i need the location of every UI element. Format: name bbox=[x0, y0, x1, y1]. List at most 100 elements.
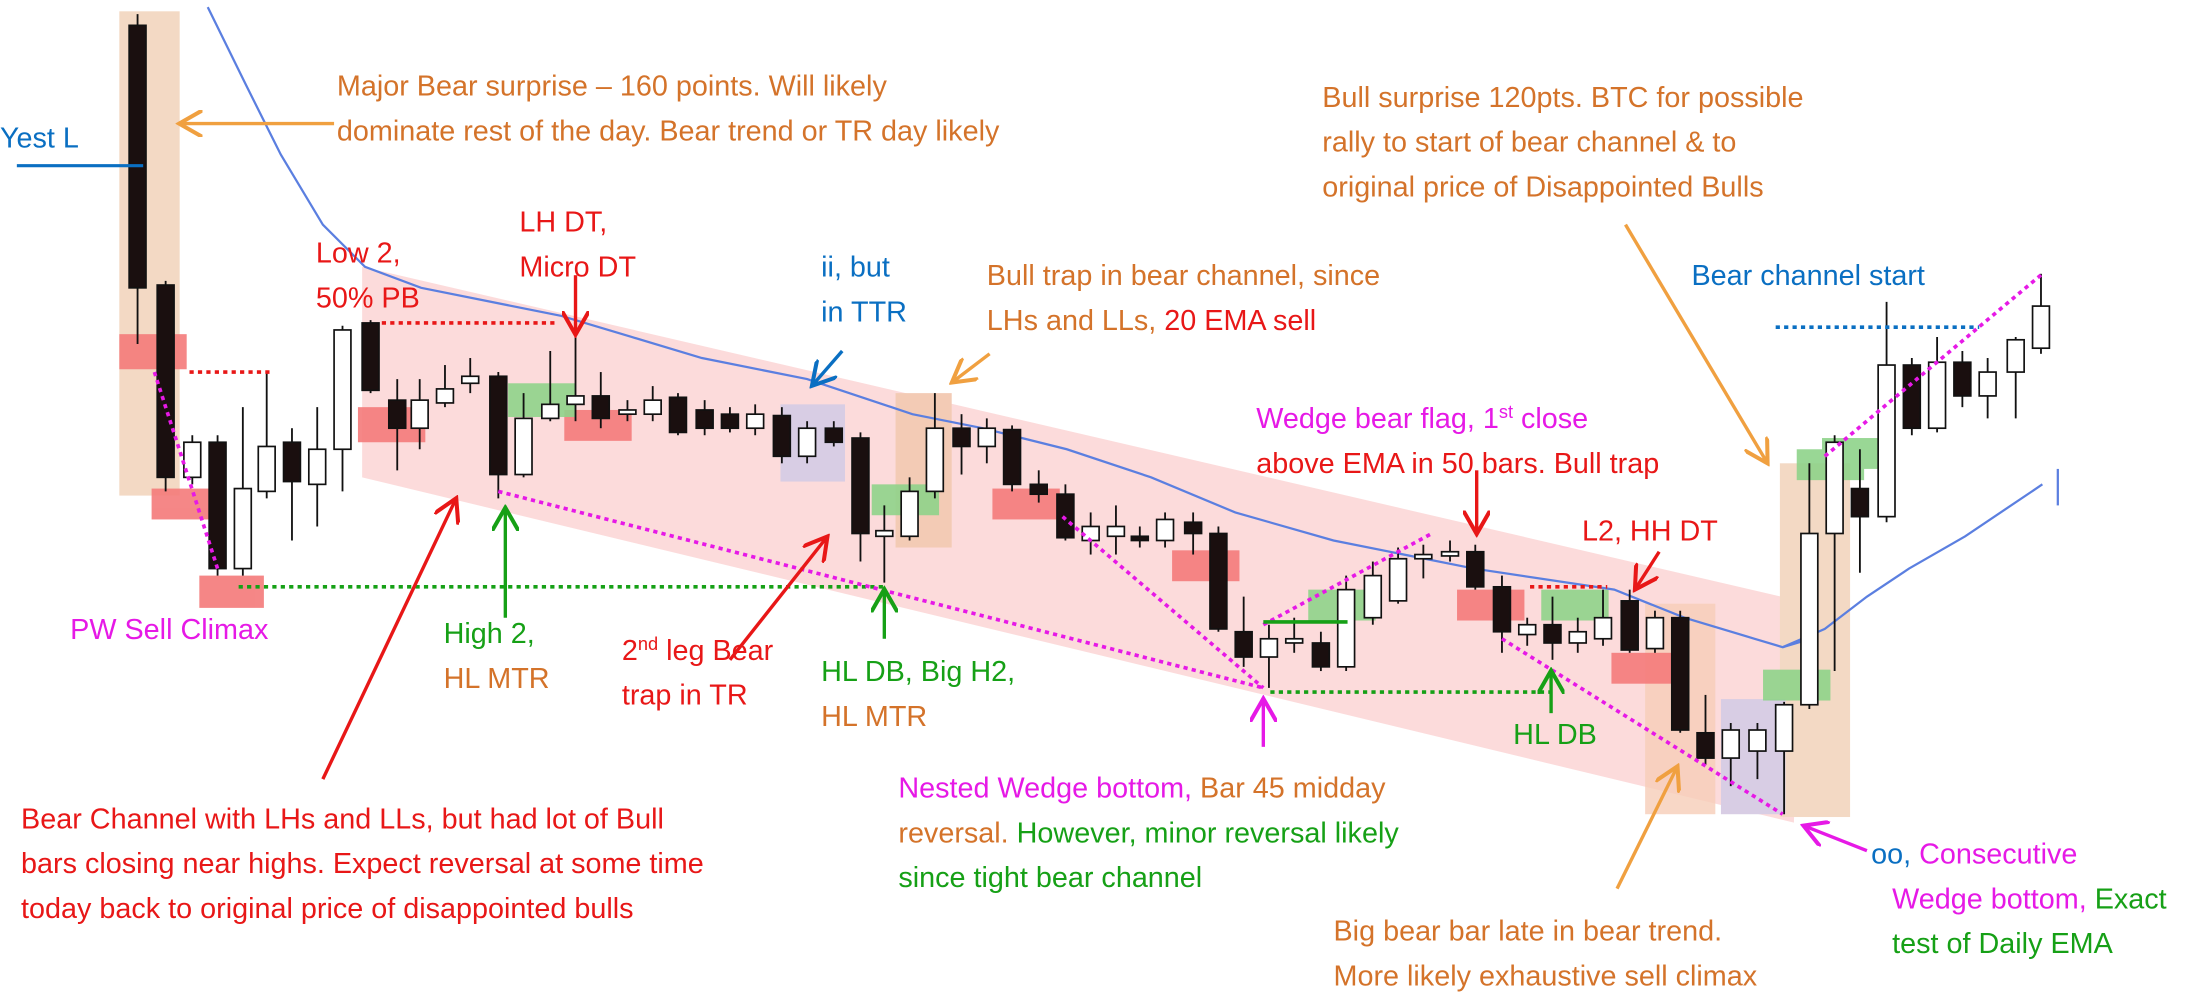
annotation-text: Big bear bar late in bear trend. bbox=[1334, 916, 1723, 948]
candle bbox=[307, 407, 327, 527]
candle-body bbox=[156, 284, 175, 479]
candle bbox=[2006, 336, 2025, 419]
annotation-line: Major Bear surprise – 160 points. Will l… bbox=[337, 71, 888, 103]
candle-body bbox=[1130, 535, 1150, 542]
annotation-text: However, minor reversal likely bbox=[1017, 817, 1400, 849]
candle-body bbox=[435, 388, 455, 404]
red-box bbox=[992, 488, 1060, 520]
wedge-line bbox=[1823, 272, 2044, 458]
candle-body bbox=[1748, 729, 1767, 752]
candle-body bbox=[387, 399, 407, 430]
annotation-line: Wedge bear flag, 1st close bbox=[1256, 401, 1588, 436]
candle bbox=[1696, 694, 1715, 766]
red-box bbox=[151, 488, 215, 520]
candle bbox=[1721, 722, 1741, 787]
candle-body bbox=[952, 427, 971, 448]
annotation-text: reversal. bbox=[898, 817, 1016, 849]
annotation-text: L2, HH DT bbox=[1582, 516, 1718, 548]
candle-body bbox=[1543, 623, 1562, 644]
annotation-line: reversal. However, minor reversal likely bbox=[898, 817, 1399, 849]
candle-body bbox=[1056, 493, 1075, 539]
annotation-text: 2 bbox=[622, 635, 638, 667]
annotation-line: Micro DT bbox=[519, 252, 636, 284]
candle bbox=[1543, 596, 1562, 660]
candle bbox=[772, 407, 792, 464]
candle bbox=[1902, 358, 1922, 436]
candle-body bbox=[460, 375, 480, 385]
candle bbox=[1978, 358, 1997, 419]
candle-body bbox=[282, 441, 302, 483]
arrows bbox=[182, 124, 1868, 890]
candle-body bbox=[591, 395, 611, 420]
arrow bbox=[1807, 827, 1868, 853]
candle bbox=[720, 407, 740, 433]
candle-body bbox=[1953, 361, 1972, 397]
candle bbox=[282, 428, 302, 541]
candle-body bbox=[824, 427, 844, 444]
annotation-line: original price of Disappointed Bulls bbox=[1322, 172, 1763, 204]
candle bbox=[1155, 512, 1175, 548]
candle-body bbox=[1978, 371, 1997, 397]
candle-body bbox=[977, 427, 997, 448]
candle-body bbox=[257, 445, 276, 493]
candle-body bbox=[1234, 630, 1253, 658]
candle-body bbox=[1284, 637, 1304, 644]
annotation-text: above EMA in 50 bars. Bull trap bbox=[1256, 448, 1659, 480]
candle-body bbox=[1106, 525, 1126, 538]
candle-body bbox=[618, 409, 637, 416]
candle bbox=[333, 325, 352, 492]
annotation-line: above EMA in 50 bars. Bull trap bbox=[1256, 448, 1659, 480]
candle bbox=[977, 418, 997, 464]
annotation-text: LH DT, bbox=[519, 207, 607, 239]
annotation-text: st bbox=[1499, 401, 1513, 422]
candle bbox=[797, 421, 817, 464]
red-box bbox=[119, 334, 187, 370]
candle-body bbox=[1568, 630, 1588, 644]
candle-body bbox=[1183, 521, 1203, 535]
annotation-line: rally to start of bear channel & to bbox=[1322, 127, 1736, 159]
annotation-text: Low 2, bbox=[316, 238, 401, 270]
wedge-line bbox=[497, 489, 1264, 690]
candle bbox=[1774, 701, 1794, 815]
annotation-line: 50% PB bbox=[316, 282, 420, 314]
candle-body bbox=[1593, 616, 1613, 640]
candle-body bbox=[1388, 557, 1408, 602]
candle-body bbox=[1927, 361, 1947, 430]
annotation-line: today back to original price of disappoi… bbox=[21, 893, 633, 925]
candle-body bbox=[1902, 364, 1922, 430]
annotation-text: since tight bear channel bbox=[898, 862, 1202, 894]
candle bbox=[183, 435, 202, 485]
annotation-text: Bear Channel with LHs and LLs, but had l… bbox=[21, 803, 664, 835]
candle-body bbox=[745, 413, 765, 430]
candle bbox=[1259, 624, 1279, 688]
candle-body bbox=[643, 399, 662, 416]
annotation-text: LHs and LLs, bbox=[987, 305, 1165, 337]
wedge-line bbox=[1061, 515, 1265, 690]
candle-body bbox=[361, 322, 380, 392]
candle bbox=[1056, 484, 1075, 541]
candle-body bbox=[1721, 729, 1741, 759]
candle-body bbox=[900, 490, 919, 538]
annotation-text: Major Bear surprise – 160 points. Will l… bbox=[337, 71, 888, 103]
candle-body bbox=[208, 441, 227, 570]
candle-body bbox=[1645, 616, 1665, 650]
candle-body bbox=[1440, 550, 1460, 557]
annotation-text: Yest L bbox=[0, 122, 79, 154]
red-box bbox=[1457, 589, 1525, 621]
candle-body bbox=[566, 395, 585, 406]
annotation-text: Wedge bear flag, 1 bbox=[1256, 403, 1499, 435]
candle-body bbox=[333, 329, 352, 451]
candle-body bbox=[2006, 338, 2025, 373]
annotation-line: in TTR bbox=[821, 297, 907, 329]
annotation-line: dominate rest of the day. Bear trend or … bbox=[337, 115, 1000, 147]
ema-line bbox=[206, 6, 1812, 649]
annotation-line: test of Daily EMA bbox=[1892, 928, 2113, 960]
red-box bbox=[199, 575, 264, 608]
annotation-line: Bull trap in bear channel, since bbox=[987, 260, 1380, 292]
candle-body bbox=[1209, 532, 1228, 630]
annotation-line: Bear Channel with LHs and LLs, but had l… bbox=[21, 803, 664, 835]
arrow bbox=[814, 349, 844, 383]
candle-body bbox=[514, 417, 533, 476]
annotation-line: Nested Wedge bottom, Bar 45 midday bbox=[898, 772, 1386, 804]
